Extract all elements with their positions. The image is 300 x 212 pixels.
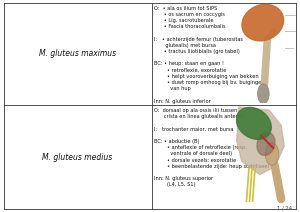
Circle shape <box>258 84 269 104</box>
Text: O:  dorsaal op ala ossis ilii tussen
      crista en linea glutealis anterior

I: O: dorsaal op ala ossis ilii tussen cris… <box>154 108 269 187</box>
Text: M. gluteus maximus: M. gluteus maximus <box>39 49 116 58</box>
Text: O:  • ala os ilium tot SIPS
      • os sacrum en coccygis
      • Lig. sacrotube: O: • ala os ilium tot SIPS • os sacrum e… <box>154 6 265 110</box>
Text: M. gluteus medius: M. gluteus medius <box>42 153 113 162</box>
Ellipse shape <box>257 132 275 155</box>
Ellipse shape <box>242 4 284 41</box>
Circle shape <box>266 143 279 165</box>
Polygon shape <box>237 107 284 174</box>
Text: 1 / 24: 1 / 24 <box>278 206 292 211</box>
Ellipse shape <box>236 107 271 139</box>
